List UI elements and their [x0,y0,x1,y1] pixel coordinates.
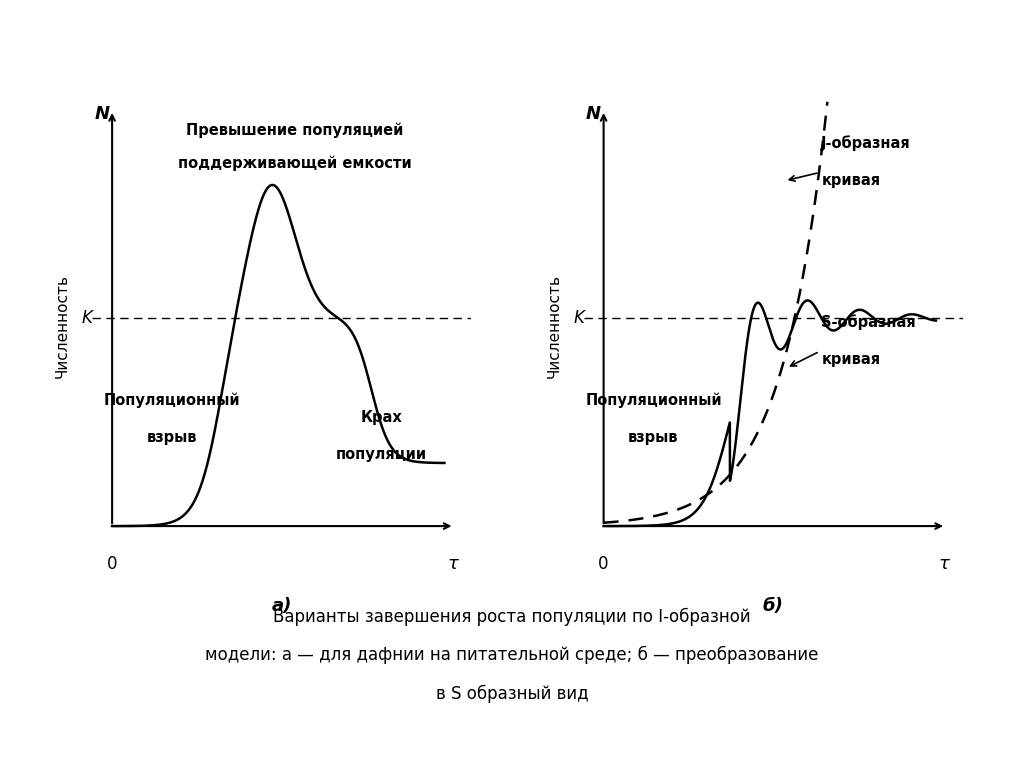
Text: Крах: Крах [360,409,402,425]
Text: S-образная: S-образная [821,314,916,330]
Text: $K$: $K$ [82,309,95,327]
Text: J-образная: J-образная [821,135,911,151]
Text: поддерживающей емкости: поддерживающей емкости [178,156,412,171]
Text: τ: τ [939,555,949,573]
Text: Популяционный: Популяционный [103,393,241,409]
Text: взрыв: взрыв [628,430,679,445]
Text: Превышение популяцией: Превышение популяцией [186,123,403,138]
Text: Численность: Численность [546,274,561,379]
Text: Популяционный: Популяционный [585,393,722,409]
Text: Варианты завершения роста популяции по I-образной: Варианты завершения роста популяции по I… [273,607,751,626]
Text: τ: τ [447,555,458,573]
Text: 0: 0 [598,555,609,573]
Text: Численность: Численность [54,274,70,379]
Text: 0: 0 [106,555,118,573]
Text: популяции: популяции [336,447,427,462]
Text: взрыв: взрыв [146,430,198,445]
Text: N: N [94,105,110,123]
Text: модели: а — для дафнии на питательной среде; б — преобразование: модели: а — для дафнии на питательной ср… [206,646,818,664]
Text: кривая: кривая [821,174,881,188]
Text: кривая: кривая [821,353,881,367]
Text: $K$: $K$ [573,309,587,327]
Text: N: N [586,105,601,123]
Text: а): а) [271,597,292,615]
Text: б): б) [763,597,783,615]
Text: в S образный вид: в S образный вид [435,684,589,703]
